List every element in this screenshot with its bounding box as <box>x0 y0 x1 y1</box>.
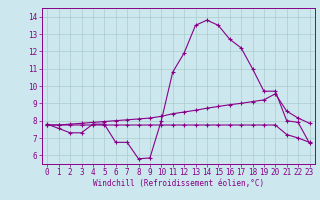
X-axis label: Windchill (Refroidissement éolien,°C): Windchill (Refroidissement éolien,°C) <box>93 179 264 188</box>
